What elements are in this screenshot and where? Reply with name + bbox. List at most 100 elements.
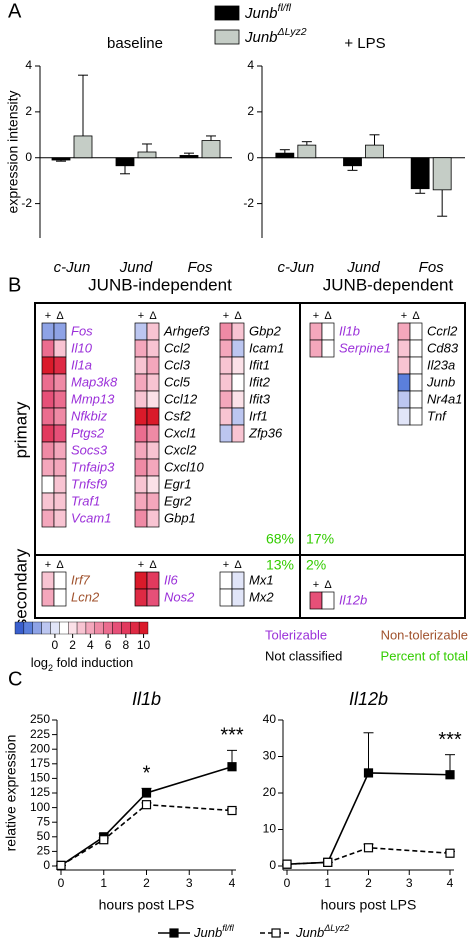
heat-cell (146, 424, 160, 443)
column-title: JUNB-independent (88, 275, 232, 294)
heat-cell (41, 373, 55, 392)
legend-swatch (214, 29, 240, 45)
heat-cell (146, 492, 160, 511)
heat-cell (53, 424, 67, 443)
legend-swatch (214, 5, 240, 21)
y-tick-label: 30 (263, 749, 277, 763)
gene-label: Il1b (339, 323, 360, 338)
heat-cell (309, 322, 323, 341)
percent-legend: Percent of total (381, 648, 469, 663)
gene-label: Traf1 (71, 493, 100, 508)
heat-cell (53, 458, 67, 477)
legend-name: Junb (295, 925, 324, 940)
heat-cell (41, 458, 55, 477)
panel-label: B (8, 274, 21, 296)
colorbar-tick-label: 0 (52, 638, 59, 652)
gene-label: Serpine1 (339, 340, 391, 355)
legend-label: JunbΔLyz2 (244, 26, 307, 46)
gene-label: Il12b (339, 592, 367, 607)
heat-cell (409, 407, 423, 426)
bar (297, 144, 317, 159)
column-label: + (138, 310, 144, 322)
column-label: + (401, 310, 407, 322)
column-label: + (313, 310, 319, 322)
chart-title: + LPS (344, 35, 385, 52)
heat-cell (219, 571, 233, 590)
chart-title: baseline (107, 35, 163, 52)
x-tick-label: Jund (346, 259, 380, 276)
heat-cell (231, 571, 245, 590)
colorbar-cell (76, 621, 87, 635)
row-title: secondary (11, 548, 30, 627)
colorbar-cell (103, 621, 113, 635)
heat-cell (41, 356, 55, 375)
gene-label: Vcam1 (71, 510, 111, 525)
x-tick-label: 2 (143, 876, 150, 890)
error-bar (120, 165, 130, 175)
x-tick-label: 4 (447, 876, 454, 890)
error-bar (142, 143, 152, 152)
y-tick-label: 10 (263, 822, 277, 836)
error-bar (78, 74, 88, 136)
percent-label: 2% (306, 557, 326, 573)
gene-label: Ptgs2 (71, 425, 105, 440)
legend-name: Junb (244, 5, 278, 22)
heat-cell (409, 322, 423, 341)
heat-cell (134, 509, 148, 528)
heat-cell (146, 441, 160, 460)
colorbar-cell (112, 621, 122, 635)
annotation: *** (438, 729, 462, 751)
error-bar (369, 134, 380, 146)
gene-label: Nfkbiz (71, 408, 108, 423)
heat-cell (134, 373, 148, 392)
colorbar-cell (23, 621, 33, 635)
heat-cell (309, 339, 323, 358)
colorbar-label-part: log (31, 655, 48, 670)
marker (323, 857, 333, 867)
gene-label: Ccl2 (164, 340, 191, 355)
column-label: + (138, 559, 144, 571)
y-tick-label: 225 (30, 727, 50, 741)
colorbar-tick-label: 10 (137, 638, 151, 652)
heat-cell (134, 441, 148, 460)
heat-cell (409, 339, 423, 358)
gene-label: Egr1 (164, 476, 191, 491)
heat-cell (231, 339, 245, 358)
bar (51, 157, 71, 161)
heat-cell (41, 390, 55, 409)
gene-label: Ccl12 (164, 391, 198, 406)
heat-cell (219, 390, 233, 409)
heat-cell (231, 373, 245, 392)
heat-cell (219, 373, 233, 392)
heat-cell (146, 458, 160, 477)
heat-cell (134, 390, 148, 409)
column-label: + (313, 579, 319, 591)
bar (410, 157, 430, 190)
heat-cell (409, 373, 423, 392)
class-legend: Not classified (265, 648, 342, 663)
marker (227, 805, 237, 816)
gene-label: Il1a (71, 357, 92, 372)
heat-cell (53, 373, 67, 392)
bar (343, 157, 362, 167)
column-label: Δ (234, 559, 242, 571)
bar (115, 157, 135, 167)
heat-cell (397, 322, 411, 341)
gene-label: Gbp1 (164, 510, 196, 525)
series-line (286, 846, 451, 865)
heat-cell (409, 390, 423, 409)
heat-cell (397, 373, 411, 392)
gene-label: Ccl5 (164, 374, 191, 389)
x-tick-label: c-Jun (277, 259, 314, 276)
gene-label: Fos (71, 323, 93, 338)
marker (227, 762, 237, 772)
heat-cell (321, 591, 335, 610)
heat-cell (41, 407, 55, 426)
heat-cell (321, 322, 335, 341)
colorbar-cell (121, 621, 131, 635)
colorbar-tick-label: 8 (122, 638, 129, 652)
legend-marker (169, 928, 179, 938)
legend-label: JunbΔLyz2 (295, 923, 349, 940)
heat-cell (134, 588, 148, 607)
